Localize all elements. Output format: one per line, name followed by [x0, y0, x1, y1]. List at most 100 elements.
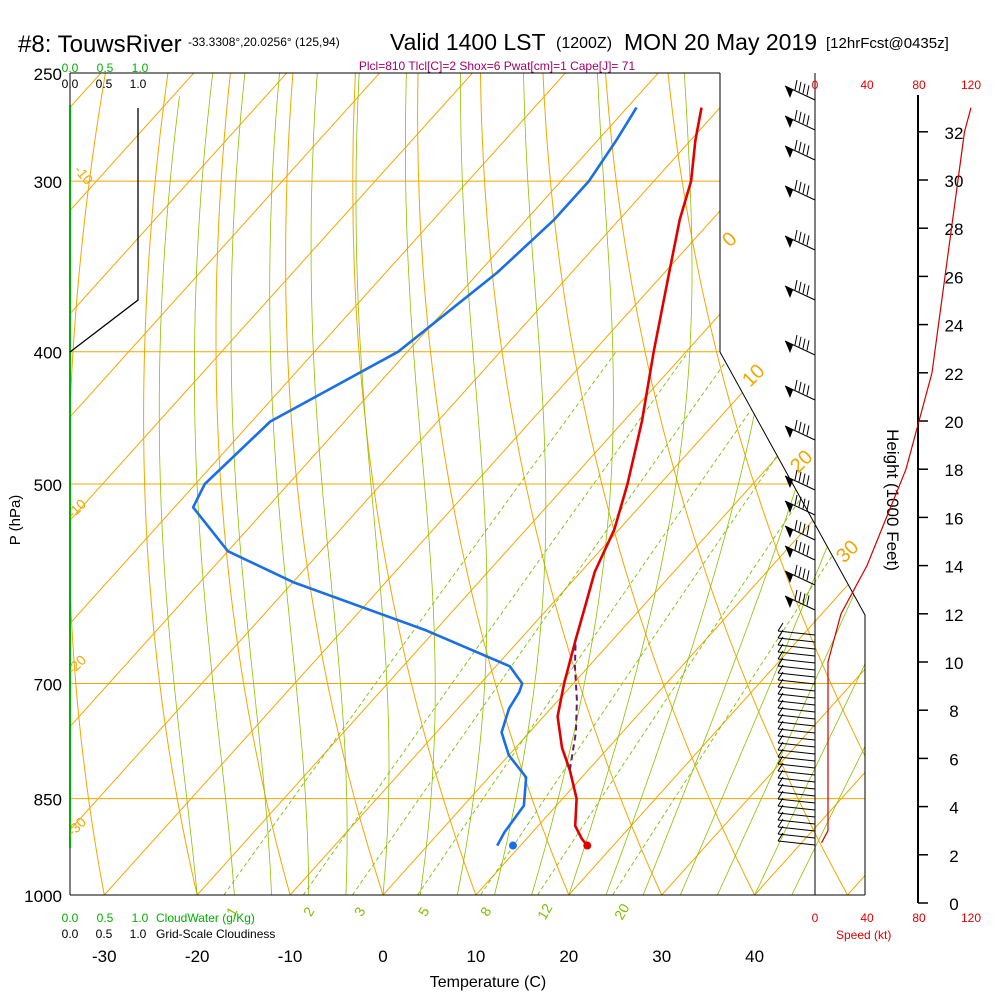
wind-barb-flag: [806, 285, 810, 296]
cloudwater-top-tick: 1.0: [132, 61, 149, 75]
wind-barb-flag: [794, 334, 798, 346]
wind-barb-flag: [806, 525, 810, 536]
isotherm-line: [70, 73, 752, 831]
wind-barb: [777, 763, 816, 769]
moist-adiabat: [310, 73, 348, 895]
moist-adiabat: [568, 73, 693, 895]
dry-adiabat: [417, 73, 570, 895]
wind-barb-pennant: [785, 146, 793, 158]
height-tick-label: 12: [945, 606, 964, 625]
wind-barb: [777, 672, 816, 678]
mixing-ratio-line: [302, 351, 689, 895]
speed-bottom-tick: 80: [912, 911, 926, 925]
height-tick-label: 28: [945, 220, 964, 239]
wind-barb-pennant: [785, 236, 793, 248]
moist-adiabat: [269, 73, 310, 895]
wind-barb: [784, 570, 816, 586]
wind-barb-flag: [802, 523, 806, 534]
wind-barb: [777, 826, 816, 832]
zulu-time: (1200Z): [556, 35, 612, 52]
wind-speed-profile: [820, 107, 972, 844]
wind-barb-flag: [802, 233, 806, 244]
temperature-tick-label: 0: [378, 947, 387, 966]
temperature-surface-point: [583, 841, 592, 850]
wind-barb: [784, 85, 816, 101]
wind-barb: [777, 770, 816, 776]
wind-barb-pennant: [785, 116, 793, 128]
wind-barb-flag: [802, 543, 806, 554]
wind-barb-flag: [806, 425, 810, 436]
wind-barb-flag: [806, 185, 810, 196]
wind-barb-flag: [802, 568, 806, 579]
wind-barb-flag: [794, 469, 798, 481]
temperature-tick-label: 40: [745, 947, 764, 966]
plot-area: [70, 73, 865, 895]
speed-bottom-tick: 40: [860, 911, 874, 925]
wind-barb-flag: [798, 566, 802, 577]
isotherm-line: [70, 73, 567, 625]
wind-barb-flag: [794, 139, 798, 151]
moist-adiabat: [404, 73, 436, 895]
wind-barb-flag: [777, 622, 784, 632]
cloudwater-top-tick: 0.0: [62, 61, 79, 75]
wind-barb: [784, 525, 816, 541]
moist-adiabat: [456, 73, 488, 895]
cloudwater-label: CloudWater (g/Kg): [156, 911, 255, 925]
wind-barb-flag: [794, 279, 798, 291]
wind-barb-flag: [806, 500, 810, 511]
height-tick-label: 26: [945, 268, 964, 287]
cloudiness-top-tick: 1.0: [130, 77, 147, 91]
speed-label: Speed (kt): [836, 928, 891, 942]
moist-adiabat: [717, 568, 865, 895]
wind-barb-flag: [802, 593, 806, 604]
speed-top-tick: 0: [812, 78, 819, 92]
wind-barb-pennant: [785, 186, 793, 198]
wind-barb-pennant: [785, 501, 793, 513]
height-tick-label: 8: [949, 702, 958, 721]
moist-adiabat: [531, 73, 614, 895]
wind-barb: [777, 812, 816, 818]
wind-barb-flag: [806, 145, 810, 156]
isotherm-line: [70, 73, 474, 521]
cloudiness-profile: [69, 108, 139, 353]
wind-barb: [777, 735, 816, 741]
wind-barb-pennant: [785, 386, 793, 398]
dry-adiabat: [285, 73, 384, 895]
wind-barb: [777, 756, 816, 762]
wind-barb: [777, 714, 816, 720]
parcel-line: [568, 639, 578, 771]
wind-barb-flag: [802, 383, 806, 394]
wind-barb-flag: [802, 183, 806, 194]
wind-barb-pennant: [785, 596, 793, 608]
wind-barb-flag: [794, 109, 798, 121]
cloudwater-top-tick: 0.5: [97, 61, 114, 75]
wind-barb-flag: [798, 541, 802, 552]
speed-top-tick: 40: [860, 78, 874, 92]
wind-barb-flag: [806, 570, 810, 581]
wind-barb-flag: [802, 143, 806, 154]
isotherm-label: -10: [64, 496, 90, 522]
speed-bottom-tick: 0: [812, 911, 819, 925]
wind-barb-flag: [806, 595, 810, 606]
pressure-tick-label: 300: [34, 173, 62, 192]
wind-barb-flag: [806, 475, 810, 486]
dry-adiabat: [70, 73, 106, 895]
pressure-tick-label: 850: [34, 791, 62, 810]
wind-barb-flag: [798, 381, 802, 392]
wind-barb: [784, 185, 816, 201]
forecast-info: [12hrFcst@0435z]: [826, 35, 949, 52]
dry-adiabat: [215, 73, 291, 895]
sounding-indices: Plcl=810 Tlcl[C]=2 Shox=6 Pwat[cm]=1 Cap…: [359, 59, 636, 73]
isotherm-line: [661, 668, 865, 895]
wind-barb: [784, 385, 816, 401]
wind-barb: [777, 777, 816, 783]
dry-adiabat: [604, 73, 849, 895]
wind-barb-flag: [806, 85, 810, 96]
wind-barb-pennant: [785, 341, 793, 353]
temperature-tick-label: 30: [652, 947, 671, 966]
cloudwater-bottom-tick: 0.5: [97, 911, 114, 925]
wind-barb: [777, 630, 816, 636]
isotherm-label: -20: [64, 652, 90, 678]
